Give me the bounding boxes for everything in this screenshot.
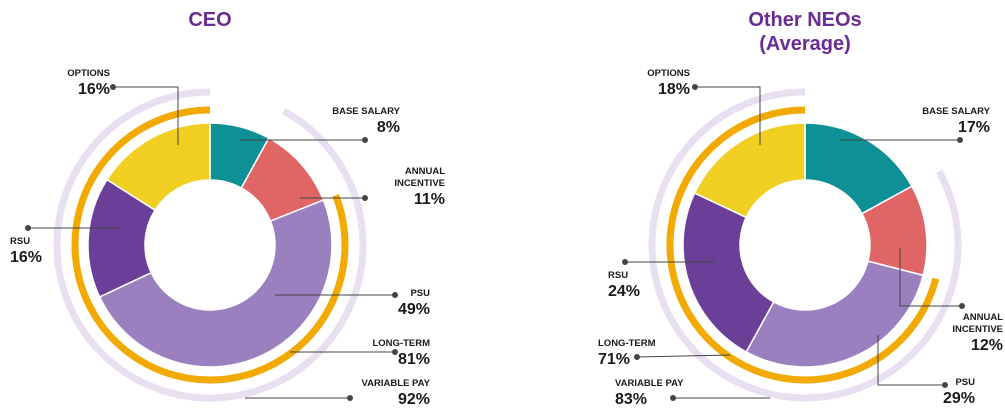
outer-arc — [71, 106, 349, 384]
leader-dot — [110, 84, 116, 90]
leader-dot — [362, 137, 368, 143]
chart-title: Other NEOs (Average) — [748, 9, 862, 55]
label-value: 81% — [397, 351, 430, 368]
label-name: ANNUAL INCENTIVE — [394, 166, 445, 189]
leader-dot — [392, 292, 398, 298]
label-value: 24% — [608, 283, 641, 300]
label-value: 17% — [957, 119, 990, 136]
label-name: LONG-TERM — [372, 338, 430, 349]
leader-dot — [692, 84, 698, 90]
label-value: 16% — [77, 81, 110, 98]
label-value: 83% — [615, 391, 648, 408]
leader-line — [695, 86, 761, 145]
label-value: 8% — [376, 119, 400, 136]
label-value: 92% — [397, 391, 430, 408]
label-name: LONG-TERM — [598, 338, 656, 349]
label-value: 29% — [942, 390, 975, 407]
label-name: PSU — [955, 377, 975, 388]
label-value: 49% — [397, 301, 430, 318]
leader-dot — [392, 349, 398, 355]
label-name: OPTIONS — [67, 68, 110, 79]
category-label: BASE SALARY 8% — [330, 106, 400, 137]
leader-dot — [670, 395, 676, 401]
label-name: BASE SALARY — [332, 106, 400, 117]
label-value: 71% — [598, 351, 631, 368]
leader-dot — [622, 259, 628, 265]
category-label: RSU 24% — [608, 270, 668, 301]
pie-slice — [105, 122, 211, 212]
outer-arc — [648, 88, 962, 402]
leader-line — [113, 86, 179, 145]
pie-slice — [98, 199, 333, 368]
label-value: 16% — [10, 249, 43, 266]
leader-dot — [959, 303, 965, 309]
label-name: RSU — [608, 270, 629, 281]
label-name: VARIABLE PAY — [361, 378, 430, 389]
arc-label: LONG-TERM 71% — [598, 338, 698, 369]
pie-slice — [745, 260, 925, 368]
category-label: BASE SALARY 17% — [920, 106, 990, 137]
arc-label: LONG-TERM 81% — [330, 338, 430, 369]
pie-slice — [693, 122, 806, 219]
leader-dot — [634, 354, 640, 360]
leader-dot — [25, 225, 31, 231]
arc-label: VARIABLE PAY 92% — [330, 378, 430, 409]
category-label: OPTIONS 16% — [40, 68, 110, 99]
arc-label: VARIABLE PAY 83% — [615, 378, 715, 409]
category-label: RSU 16% — [10, 236, 70, 267]
label-name: RSU — [10, 236, 31, 247]
leader-line — [877, 335, 945, 386]
leader-dot — [347, 395, 353, 401]
label-name: ANNUAL INCENTIVE — [952, 312, 1003, 335]
chart-title: CEO — [188, 9, 232, 31]
category-label: PSU 29% — [935, 377, 975, 408]
label-value: 11% — [413, 191, 445, 208]
category-label: OPTIONS 18% — [620, 68, 690, 99]
label-name: BASE SALARY — [922, 106, 990, 117]
leader-dot — [362, 195, 368, 201]
leader-dot — [942, 382, 948, 388]
label-value: 12% — [970, 337, 1003, 354]
outer-arc — [666, 106, 940, 384]
label-value: 18% — [657, 81, 690, 98]
outer-arc — [53, 88, 367, 402]
leader-line — [636, 354, 731, 358]
category-label: PSU 49% — [370, 288, 430, 319]
category-label: ANNUAL INCENTIVE 12% — [923, 312, 1003, 355]
label-name: PSU — [410, 288, 430, 299]
label-name: VARIABLE PAY — [615, 378, 684, 389]
category-label: ANNUAL INCENTIVE 11% — [365, 166, 445, 209]
leader-dot — [957, 137, 963, 143]
pie-slice — [682, 192, 775, 353]
label-name: OPTIONS — [647, 68, 690, 79]
leader-line — [899, 248, 962, 307]
